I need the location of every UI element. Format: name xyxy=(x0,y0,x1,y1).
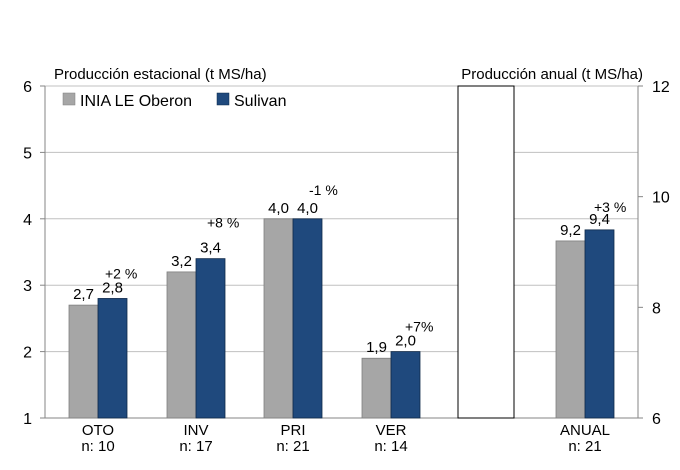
legend-swatch-sulivan xyxy=(216,92,230,106)
left-tick-label: 4 xyxy=(23,212,32,229)
left-tick-label: 3 xyxy=(23,278,32,295)
value-label: 9,4 xyxy=(589,211,610,228)
change-label: +7% xyxy=(405,319,433,335)
value-label: 4,0 xyxy=(297,200,318,217)
value-label: 1,9 xyxy=(366,339,387,356)
annual-separator-rect xyxy=(457,85,515,419)
left-tick-label: 6 xyxy=(23,79,32,96)
legend-label-inia-le-oberon: INIA LE Oberon xyxy=(80,93,192,110)
left-tick-label: 2 xyxy=(23,345,32,362)
right-tick-label: 8 xyxy=(652,300,661,317)
value-label: 4,0 xyxy=(268,200,289,217)
right-tick-label: 6 xyxy=(652,411,661,428)
bar-oto-sulivan xyxy=(97,298,128,419)
change-label: +3 % xyxy=(594,199,626,215)
bar-inv-sulivan xyxy=(195,258,226,419)
right-axis-title: Producción anual (t MS/ha) xyxy=(461,66,643,83)
bar-inv-inia-le-oberon xyxy=(166,271,197,419)
category-label: ANUAL xyxy=(560,422,610,439)
legend-label-sulivan: Sulivan xyxy=(234,93,286,110)
legend: INIA LE Oberon Sulivan xyxy=(62,92,286,110)
bar-ver-sulivan xyxy=(390,351,421,419)
category-n-label: n: 21 xyxy=(276,438,309,455)
category-n-label: n: 17 xyxy=(179,438,212,455)
value-labels: 2,7 2,8 3,2 3,4 4,0 4,0 1,9 2,0 9,2 9,4 xyxy=(73,200,610,356)
bar-pri-sulivan xyxy=(292,218,323,419)
right-tick-label: 12 xyxy=(652,79,670,96)
annual-separator-box xyxy=(457,85,515,419)
bar-pri-inia-le-oberon xyxy=(263,218,294,419)
gridlines xyxy=(45,85,638,419)
category-label: PRI xyxy=(280,422,305,439)
category-label: OTO xyxy=(82,422,114,439)
value-label: 3,2 xyxy=(171,253,192,270)
left-axis-title: Producción estacional (t MS/ha) xyxy=(54,66,267,83)
bar-anual-inia-le-oberon xyxy=(555,240,586,419)
bars xyxy=(68,218,615,419)
change-label: +8 % xyxy=(207,215,239,231)
category-n-label: n: 14 xyxy=(374,438,407,455)
left-tick-label: 1 xyxy=(23,411,32,428)
value-label: 2,0 xyxy=(395,333,416,350)
value-label: 2,7 xyxy=(73,286,94,303)
change-labels: +2 % +8 % -1 % +7% +3 % xyxy=(105,182,626,335)
category-n-label: n: 21 xyxy=(568,438,601,455)
value-label: 9,2 xyxy=(560,222,581,239)
right-y-axis-ticks: 6 8 10 12 xyxy=(638,79,670,428)
bar-oto-inia-le-oberon xyxy=(68,304,99,419)
category-label: VER xyxy=(376,422,407,439)
bar-anual-sulivan xyxy=(584,229,615,419)
legend-swatch-inia-le-oberon xyxy=(62,92,76,106)
category-n-label: n: 10 xyxy=(81,438,114,455)
change-label: +2 % xyxy=(105,265,137,281)
bar-ver-inia-le-oberon xyxy=(361,357,392,419)
value-label: 2,8 xyxy=(102,279,123,296)
value-label: 3,4 xyxy=(200,240,221,257)
left-tick-label: 5 xyxy=(23,145,32,162)
category-label: INV xyxy=(183,422,208,439)
right-tick-label: 10 xyxy=(652,190,670,207)
change-label: -1 % xyxy=(309,182,338,198)
left-y-axis-ticks: 1 2 3 4 5 6 xyxy=(23,79,45,428)
